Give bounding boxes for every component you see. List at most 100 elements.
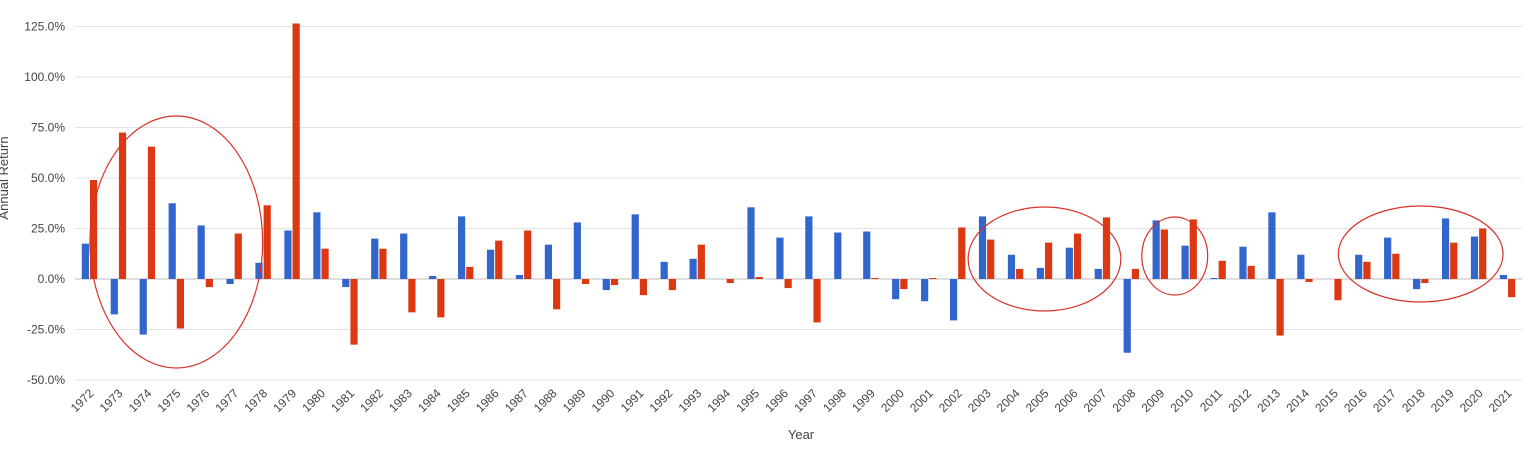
bar [1363,261,1371,279]
bar [660,261,668,279]
bar [813,279,821,323]
x-tick-label: 2019 [1428,386,1457,415]
x-tick-label: 1985 [444,386,473,415]
x-tick-label: 1988 [531,386,560,415]
bar [834,232,842,279]
bars [81,23,1516,353]
bar [205,279,213,288]
bar [284,230,292,279]
x-tick-label: 1978 [241,386,270,415]
x-tick-label: 2013 [1254,386,1283,415]
bar [429,275,437,279]
bar [1384,237,1392,279]
bar [573,222,581,279]
bar [313,212,321,279]
bar [784,279,792,289]
x-tick-label: 2008 [1110,386,1139,415]
x-tick-label: 2009 [1139,386,1168,415]
bar [495,240,503,279]
bar [978,216,987,279]
y-tick-label: 125.0% [24,20,65,34]
x-tick-label: 1979 [270,386,299,415]
y-axis-title: Annual Return [0,136,11,219]
bar [805,216,813,279]
bar [1189,219,1197,279]
bar [515,274,524,279]
bar [1479,228,1487,279]
x-tick-label: 1973 [97,386,126,415]
bar [1276,279,1284,336]
bar [544,244,553,279]
bar [987,239,995,279]
y-tick-label: 75.0% [31,121,65,135]
bar [176,279,184,329]
bar [949,279,958,321]
x-tick-label: 1972 [68,386,97,415]
bar [139,279,147,335]
bar [668,279,676,291]
x-tick-label: 1990 [589,386,618,415]
bar [234,233,242,279]
bar [1102,217,1111,279]
bar [226,279,234,285]
x-tick-label: 2018 [1399,386,1428,415]
y-tick-label: 100.0% [24,70,65,84]
bar [871,277,879,279]
bar [1218,260,1226,279]
x-tick-label: 2012 [1225,386,1254,415]
bar [1305,279,1313,283]
y-tick-label: 25.0% [31,222,65,236]
x-tick-label: 1984 [415,386,444,415]
bar [1094,268,1102,279]
bar [350,279,358,345]
bar [118,132,127,279]
bar [929,277,937,279]
bar [1297,254,1305,279]
x-tick-label: 1993 [676,386,705,415]
highlight-ellipse [967,206,1122,312]
bar [342,279,350,288]
highlight-ellipse [89,115,264,369]
x-tick-label: 1997 [791,386,820,415]
bar [292,23,300,279]
bar [921,279,929,302]
x-tick-label: 1983 [386,386,415,415]
bar [1007,254,1016,279]
x-tick-label: 1977 [213,386,242,415]
bar [197,225,205,279]
bar [1160,229,1168,279]
bar [1355,254,1363,279]
bar [110,279,118,315]
y-tick-label: 0.0% [38,272,66,286]
bar [255,262,263,279]
x-tick-label: 1981 [328,386,357,415]
x-tick-label: 1992 [647,386,676,415]
bar [1421,279,1429,284]
x-tick-label: 1986 [473,386,502,415]
bar [524,230,532,279]
bar [631,214,639,279]
highlight-ellipse [1337,205,1504,303]
bar [1123,279,1131,353]
bar [371,238,379,279]
bar [81,243,89,279]
bar [1508,279,1516,298]
bar [321,248,329,279]
bar [437,279,445,318]
bar [408,279,416,313]
bar [1450,242,1458,279]
x-tick-label: 2014 [1283,386,1312,415]
bar [755,276,763,279]
x-tick-label: 2017 [1370,386,1399,415]
bar [1152,220,1160,279]
bar [1210,277,1218,279]
bar [89,180,98,279]
y-axis-ticks: -50.0% -25.0% 0.0% 25.0% 50.0% 75.0% 100.0% 125… [24,20,65,388]
x-tick-label: 1998 [820,386,849,415]
bar [602,279,610,291]
x-tick-label: 2002 [936,386,965,415]
bar [263,205,271,279]
bar [1073,233,1082,279]
bar [466,266,474,279]
